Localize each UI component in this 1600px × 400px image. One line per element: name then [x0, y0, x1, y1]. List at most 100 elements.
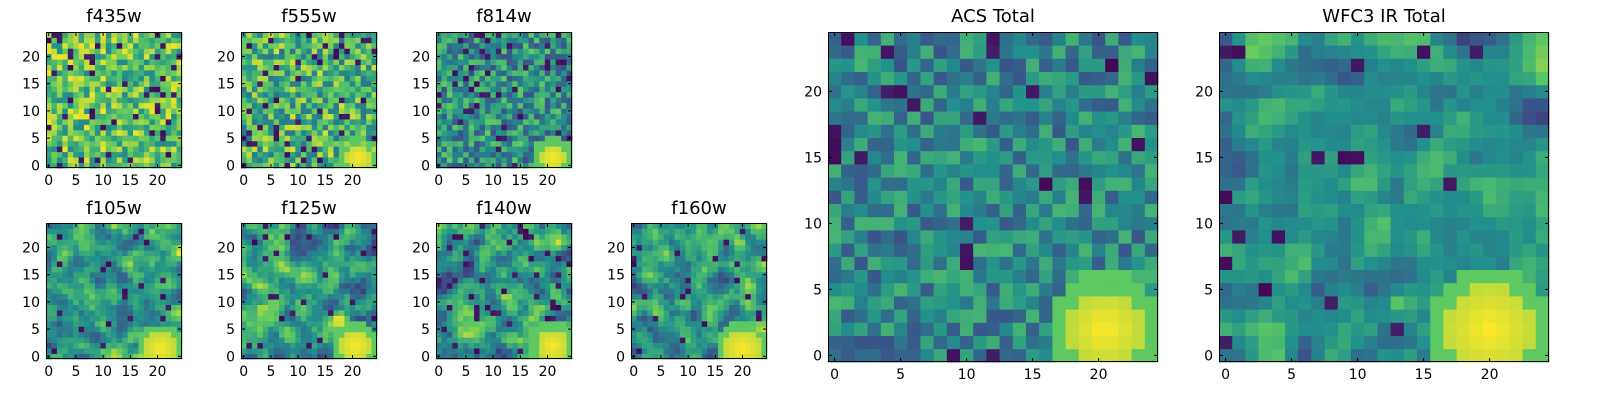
heatmap-cell [149, 271, 156, 278]
heatmap-cell [533, 108, 540, 114]
heatmap-cell [501, 353, 508, 360]
heatmap-cell [484, 266, 491, 273]
heatmap-cell [474, 102, 480, 109]
heatmap-cell [160, 75, 167, 82]
heatmap-cell [138, 304, 145, 311]
heatmap-cell [344, 331, 351, 338]
heatmap-cell [907, 190, 921, 204]
heatmap-cell [474, 86, 480, 93]
heatmap-cell [468, 250, 475, 257]
heatmap-cell [122, 75, 128, 82]
heatmap-cell [561, 48, 567, 55]
heatmap-cell [690, 304, 697, 311]
heatmap-cell [67, 342, 74, 349]
heatmap-cell [143, 75, 150, 82]
heatmap-cell [517, 80, 524, 87]
heatmap-cell [333, 119, 340, 125]
heatmap-cell [89, 97, 96, 104]
heatmap-cell [512, 277, 518, 284]
heatmap-cell [674, 239, 681, 246]
heatmap-cell [544, 255, 551, 262]
heatmap-cell [154, 129, 161, 136]
x-tick-label: 15 [511, 364, 529, 380]
heatmap-cell [300, 80, 307, 87]
heatmap-cell [501, 151, 508, 158]
heatmap-cell [241, 42, 247, 49]
heatmap-cell [685, 326, 692, 333]
heatmap-cell [452, 42, 459, 49]
heatmap-cell [51, 80, 58, 87]
heatmap-cell [474, 37, 480, 44]
heatmap-cell [51, 102, 58, 109]
heatmap-cell [171, 331, 177, 338]
heatmap-cell [257, 288, 264, 295]
heatmap-cell [100, 239, 107, 246]
heatmap-cell [111, 119, 118, 125]
heatmap-cell [289, 255, 296, 262]
heatmap-cell [67, 70, 74, 76]
heatmap-cell [463, 326, 470, 333]
heatmap-cell [501, 304, 508, 311]
heatmap-cell [1039, 322, 1053, 336]
heatmap-cell [474, 64, 480, 71]
heatmap-cell [138, 53, 145, 60]
heatmap-cell [279, 70, 285, 76]
heatmap-cell [160, 304, 167, 311]
heatmap-cell [289, 261, 296, 267]
heatmap-cell [338, 261, 345, 267]
heatmap-cell [284, 53, 291, 60]
heatmap-cell [344, 277, 351, 284]
heatmap-cell [360, 113, 367, 120]
heatmap-cell [636, 326, 643, 333]
heatmap-cell [300, 261, 307, 267]
heatmap-cell [490, 239, 497, 246]
heatmap-cell [506, 113, 513, 120]
heatmap-cell [841, 269, 855, 284]
heatmap-cell [289, 70, 296, 76]
heatmap-cell [479, 80, 486, 87]
heatmap-cell [647, 271, 654, 278]
heatmap-cell [528, 261, 535, 267]
heatmap-cell [89, 151, 96, 158]
heatmap-cell [333, 304, 340, 311]
heatmap-cell [506, 233, 513, 240]
heatmap-cell [62, 157, 69, 163]
heatmap-cell [165, 102, 172, 109]
heatmap-cell [338, 239, 345, 246]
heatmap-cell [1092, 190, 1106, 204]
heatmap-cell [257, 124, 264, 131]
heatmap-cell [273, 244, 280, 251]
heatmap-cell [284, 37, 291, 44]
heatmap-cell [474, 113, 480, 120]
heatmap-cell [360, 223, 367, 229]
heatmap-cell [241, 140, 247, 147]
heatmap-cell [154, 282, 161, 289]
heatmap-cell [105, 91, 112, 98]
heatmap-cell [696, 304, 703, 311]
heatmap-cell [566, 119, 573, 125]
heatmap-cell [262, 135, 269, 142]
heatmap-cell [311, 108, 318, 114]
heatmap-cell [739, 299, 746, 305]
heatmap-cell [933, 322, 948, 336]
heatmap-cell [761, 342, 768, 349]
heatmap-cell [528, 146, 535, 153]
heatmap-cell [973, 282, 987, 297]
heatmap-cell [355, 32, 362, 38]
heatmap-cell [371, 91, 378, 98]
heatmap-cell [62, 108, 69, 114]
heatmap-cell [550, 320, 557, 327]
heatmap-cell [127, 151, 134, 158]
heatmap-cell [690, 288, 697, 295]
heatmap-cell [333, 239, 340, 246]
heatmap-cell [463, 288, 470, 295]
heatmap-cell [257, 75, 264, 82]
heatmap-cell [1118, 256, 1132, 270]
heatmap-cell [300, 348, 307, 354]
heatmap-cell [512, 266, 518, 273]
heatmap-cell [154, 304, 161, 311]
heatmap-cell [344, 310, 351, 316]
heatmap-cell [116, 239, 123, 246]
x-tick-label: 20 [734, 364, 752, 380]
heatmap-cell [344, 70, 351, 76]
